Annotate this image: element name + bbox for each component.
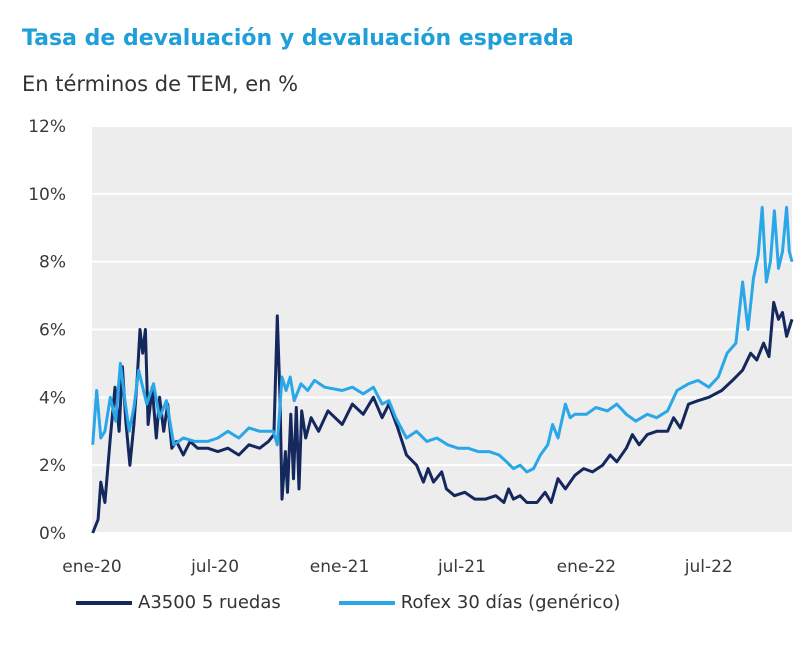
y-tick-label: 12% — [28, 117, 66, 137]
y-axis-tick-labels: 0% 2% 4% 6% 8% 10% 12% — [28, 117, 66, 544]
chart-title: Tasa de devaluación y devaluación espera… — [22, 26, 574, 51]
chart-subtitle: En términos de TEM, en % — [22, 72, 299, 96]
y-tick-label: 0% — [39, 524, 66, 544]
x-tick-label: jul-20 — [190, 557, 239, 577]
y-tick-label: 2% — [39, 456, 66, 476]
x-tick-label: ene-22 — [557, 557, 616, 577]
x-tick-label: ene-21 — [310, 557, 369, 577]
series-line-rofex — [91, 205, 794, 474]
series-line-a3500 — [91, 300, 794, 534]
legend-swatch-a3500 — [76, 600, 132, 605]
y-tick-label: 6% — [39, 321, 66, 341]
series-lines — [91, 205, 794, 534]
x-axis-tick-labels: ene-20 jul-20 ene-21 jul-21 ene-22 jul-22 — [62, 557, 733, 577]
legend-item-rofex: Rofex 30 días (genérico) — [338, 592, 621, 613]
legend-swatch-rofex — [338, 600, 395, 605]
y-tick-label: 10% — [28, 185, 66, 205]
grid-lines — [92, 125, 792, 534]
legend-item-a3500: A3500 5 ruedas — [76, 592, 281, 613]
x-tick-label: jul-22 — [684, 557, 733, 577]
y-tick-label: 4% — [39, 388, 66, 408]
x-tick-label: jul-21 — [437, 557, 486, 577]
legend: A3500 5 ruedas Rofex 30 días (genérico) — [76, 592, 678, 613]
x-tick-label: ene-20 — [62, 557, 121, 577]
legend-label-rofex: Rofex 30 días (genérico) — [400, 592, 621, 613]
legend-label-a3500: A3500 5 ruedas — [138, 592, 281, 613]
y-tick-label: 8% — [39, 253, 66, 273]
